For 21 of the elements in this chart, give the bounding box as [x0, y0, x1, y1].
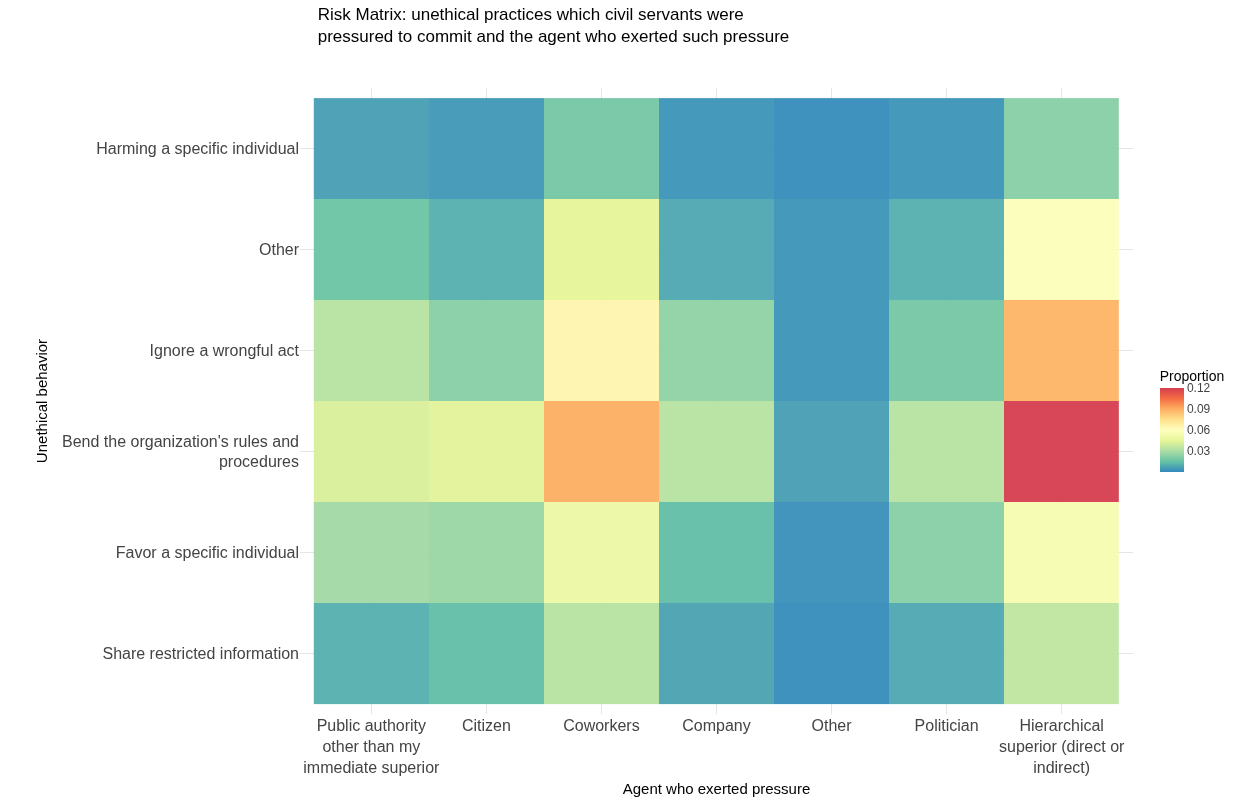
- y-tick-label: Favor a specific individual: [115, 544, 299, 562]
- color-bar-label: 0.06: [1186, 423, 1211, 438]
- x-axis-title: Agent who exerted pressure: [622, 779, 811, 797]
- y-tick-label: Bend the organization's rules and procedures: [62, 432, 299, 471]
- color-bar-label: 0.03: [1186, 444, 1211, 459]
- x-tick-label: Hierarchical superior (direct or indirect): [998, 717, 1126, 776]
- color-bar-label: 0.09: [1186, 402, 1211, 417]
- x-tick-label: Citizen: [461, 717, 511, 734]
- y-tick-label: Harming a specific individual: [96, 140, 299, 158]
- x-tick-label: Company: [682, 717, 751, 734]
- x-tick-label: Coworkers: [563, 717, 640, 734]
- color-bar-title: Proportion: [1159, 367, 1225, 384]
- x-tick-label: Other: [811, 717, 853, 734]
- y-tick-label: Ignore a wrongful act: [149, 342, 300, 360]
- x-tick-label: Public authority other than my immediate superior: [303, 717, 441, 776]
- y-axis-title: Unethical behavior: [33, 338, 51, 464]
- chart-title: Risk Matrix: unethical practices which civil servants were pressured to commit and the agent who exerted such pressure: [317, 5, 790, 47]
- color-bar-label: 0.12: [1186, 381, 1211, 396]
- y-tick-label: Other: [258, 241, 300, 259]
- x-tick-label: Politician: [914, 717, 979, 734]
- y-tick-label: Share restricted information: [102, 645, 299, 663]
